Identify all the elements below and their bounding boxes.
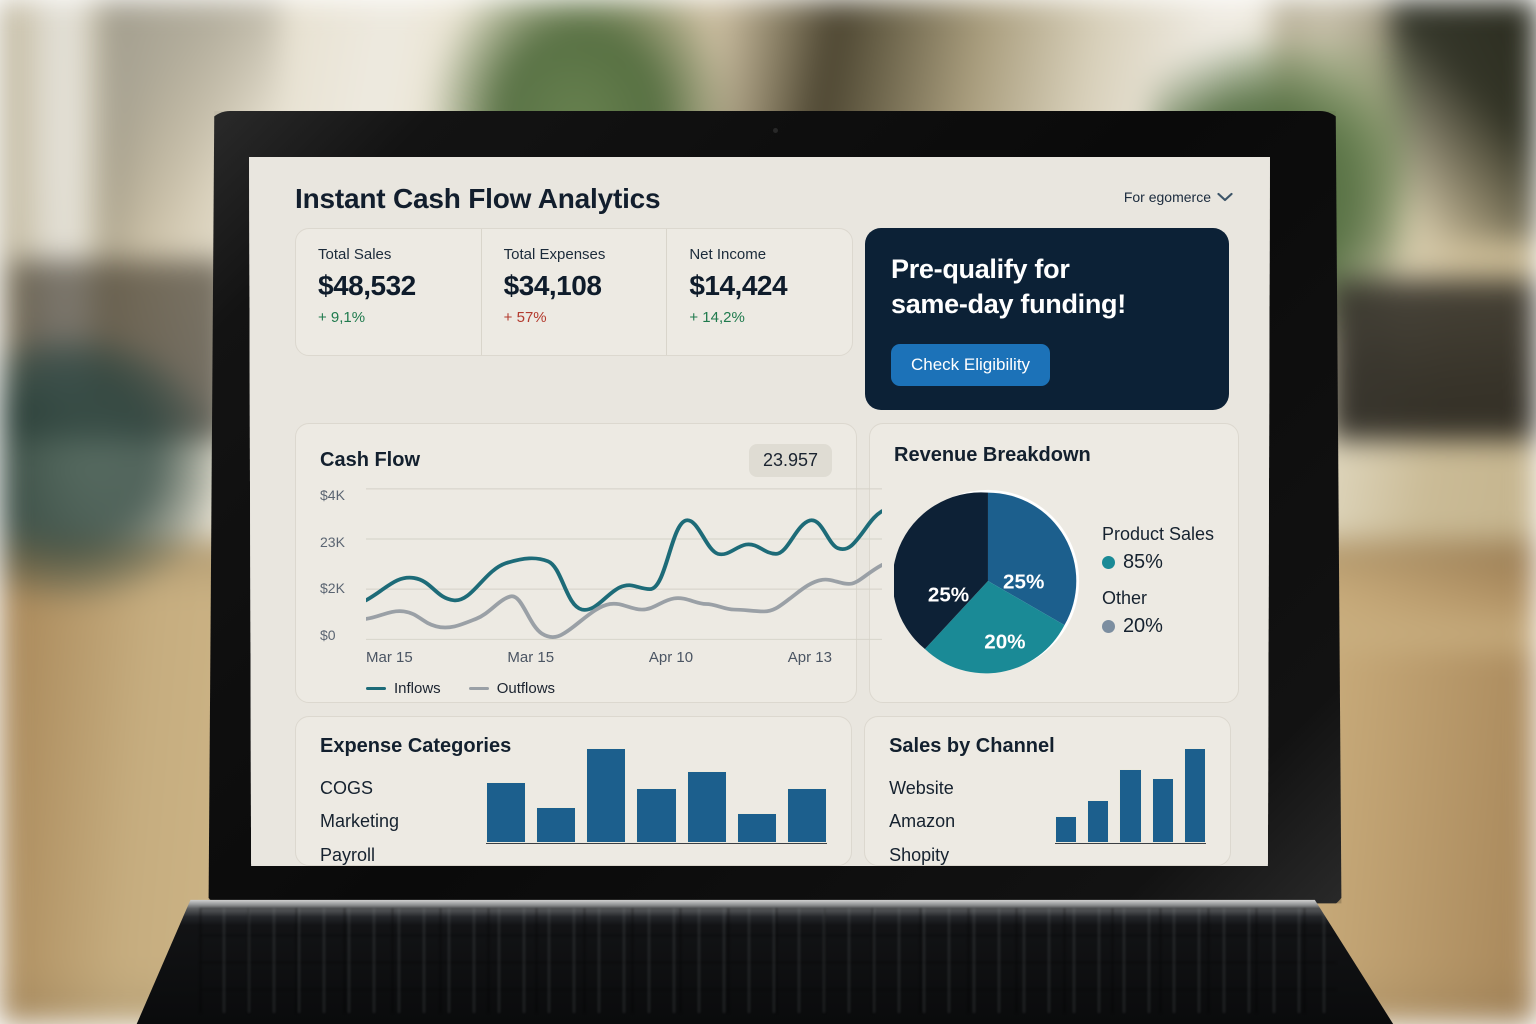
svg-text:25%: 25% [1003,571,1044,594]
svg-text:25%: 25% [928,584,969,607]
svg-text:20%: 20% [984,631,1025,654]
